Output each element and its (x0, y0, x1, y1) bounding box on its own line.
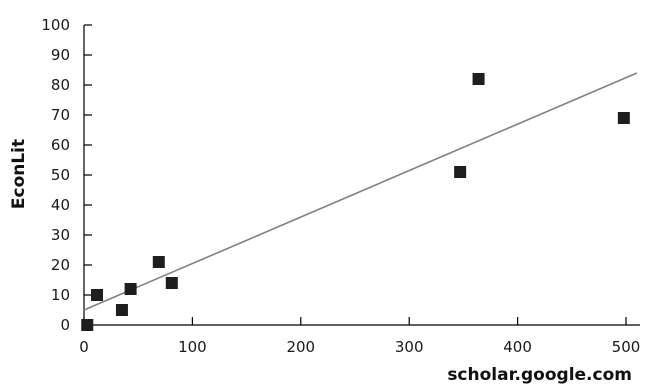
y-tick-label: 70 (51, 106, 70, 124)
data-point (81, 319, 94, 331)
y-tick-label: 20 (51, 256, 70, 274)
data-point (472, 73, 485, 85)
y-tick-label: 90 (51, 46, 70, 64)
data-point (91, 289, 104, 301)
x-tick-label: 500 (612, 338, 641, 356)
data-point (165, 277, 178, 289)
data-point (454, 166, 467, 178)
x-tick-label: 400 (503, 338, 532, 356)
trendline (83, 72, 638, 311)
y-tick-label: 100 (41, 16, 70, 34)
data-point (152, 256, 165, 268)
y-tick-label: 80 (51, 76, 70, 94)
data-point (617, 112, 630, 124)
y-tick-label: 10 (51, 286, 70, 304)
data-point (115, 304, 128, 316)
y-tick-label: 40 (51, 196, 70, 214)
y-tick-label: 0 (60, 316, 70, 334)
x-tick-label: 300 (395, 338, 424, 356)
y-tick-label: 50 (51, 166, 70, 184)
y-axis-title: EconLit (9, 139, 29, 209)
data-points (81, 73, 630, 331)
x-axis-title: scholar.google.com (447, 365, 632, 385)
y-tick-label: 60 (51, 136, 70, 154)
x-tick-label: 100 (178, 338, 207, 356)
x-tick-label: 200 (286, 338, 315, 356)
y-tick-label: 30 (51, 226, 70, 244)
x-ticks: 0 100 200 300 400 500 (79, 317, 640, 356)
y-ticks: 0 10 20 30 40 50 60 70 80 90 100 (41, 16, 92, 334)
x-tick-label: 0 (79, 338, 89, 356)
data-point (124, 283, 137, 295)
